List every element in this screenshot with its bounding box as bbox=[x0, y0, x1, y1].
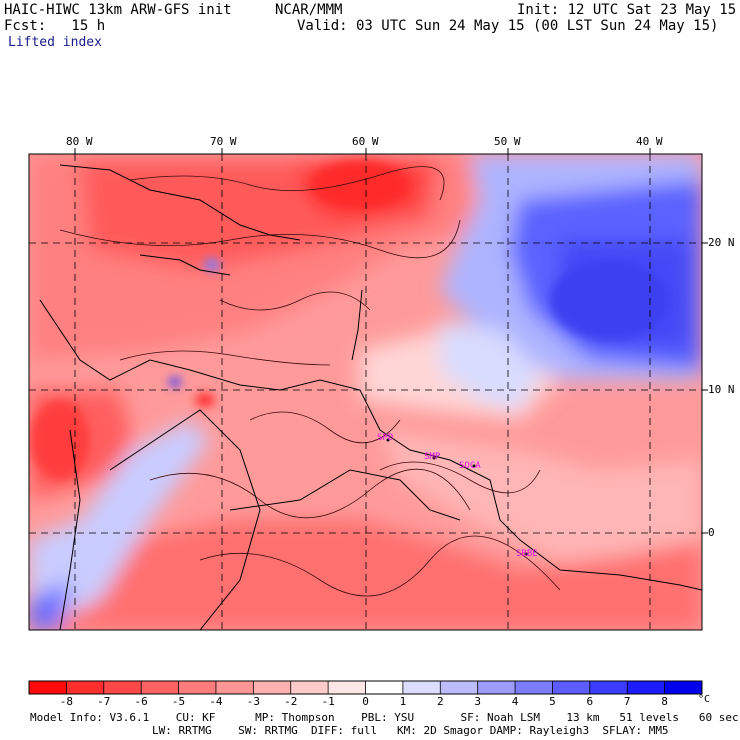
colorbar-swatch bbox=[290, 681, 329, 694]
colorbar-swatch bbox=[253, 681, 292, 694]
station-label-spd: SPD bbox=[377, 433, 394, 443]
colorbar-tick-label: -2 bbox=[284, 695, 297, 708]
colorbar-tick-label: 6 bbox=[587, 695, 594, 708]
forecast-hour: Fcst: 15 h bbox=[4, 18, 106, 34]
station-label-smp: SMP bbox=[424, 452, 441, 462]
contour-lines bbox=[59, 166, 561, 597]
colorbar-tick-label: 2 bbox=[437, 695, 444, 708]
colorbar-tick-label: 1 bbox=[400, 695, 407, 708]
colorbar-swatch bbox=[440, 681, 479, 694]
colorbar-swatch bbox=[29, 681, 67, 694]
colorbar: -8 -7 -6 -5 -4 -3 -2 -1 0 1 2 3 4 5 6 7 8 bbox=[28, 680, 703, 708]
colorbar-swatch bbox=[103, 681, 142, 694]
coastlines bbox=[39, 164, 702, 630]
station-markers bbox=[386, 438, 528, 556]
lat-label-20n: 20 N bbox=[708, 236, 735, 249]
colorbar-swatch bbox=[477, 681, 516, 694]
colorbar-swatch bbox=[589, 681, 628, 694]
colorbar-swatch bbox=[402, 681, 441, 694]
colorbar-swatch bbox=[664, 681, 703, 694]
lat-label-equator: 0 bbox=[708, 526, 715, 539]
valid-time: Valid: 03 UTC Sun 24 May 15 (00 LST Sun … bbox=[297, 18, 719, 34]
colorbar-tick-label: 4 bbox=[512, 695, 519, 708]
lon-label-50w: 50 W bbox=[494, 135, 521, 148]
model-title: HAIC-HIWC 13km ARW-GFS init bbox=[4, 2, 232, 18]
colorbar-swatch bbox=[178, 681, 217, 694]
lon-label-80w: 80 W bbox=[66, 135, 93, 148]
grid-lines bbox=[29, 154, 702, 630]
colorbar-swatch bbox=[552, 681, 591, 694]
colorbar-swatch bbox=[627, 681, 666, 694]
colorbar-tick-label: -5 bbox=[172, 695, 185, 708]
colorbar-tick-label: -1 bbox=[321, 695, 334, 708]
lon-label-70w: 70 W bbox=[210, 135, 237, 148]
field-name: Lifted index bbox=[8, 35, 102, 50]
station-label-sbbe: SBBE bbox=[516, 549, 538, 559]
lat-label-10n: 10 N bbox=[708, 383, 735, 396]
colorbar-tick-label: -7 bbox=[97, 695, 110, 708]
colorbar-tick-label: 8 bbox=[661, 695, 668, 708]
colorbar-swatch bbox=[365, 681, 404, 694]
lon-label-40w: 40 W bbox=[636, 135, 663, 148]
colorbar-tick-label: -6 bbox=[135, 695, 148, 708]
colorbar-tick-label: 0 bbox=[362, 695, 369, 708]
colorbar-tick-label: 5 bbox=[549, 695, 556, 708]
lon-label-60w: 60 W bbox=[352, 135, 379, 148]
colorbar-swatch bbox=[328, 681, 366, 694]
colorbar-tick-label: -4 bbox=[209, 695, 223, 708]
colorbar-swatch bbox=[66, 681, 105, 694]
colorbar-tick-label: 3 bbox=[474, 695, 481, 708]
org-label: NCAR/MMM bbox=[275, 2, 343, 18]
colorbar-swatch bbox=[515, 681, 553, 694]
station-label-soca: SOCA bbox=[459, 461, 481, 471]
init-time: Init: 12 UTC Sat 23 May 15 bbox=[517, 2, 737, 18]
colorbar-swatch bbox=[215, 681, 254, 694]
colorbar-tick-label: -8 bbox=[60, 695, 73, 708]
colorbar-tick-label: -3 bbox=[247, 695, 260, 708]
tick-marks bbox=[74, 148, 708, 534]
colorbar-tick-label: 7 bbox=[624, 695, 631, 708]
model-info-line-2: LW: RRTMG SW: RRTMG DIFF: full KM: 2D Sm… bbox=[152, 724, 669, 737]
model-info-line-1: Model Info: V3.6.1 CU: KF MP: Thompson P… bbox=[30, 711, 739, 724]
colorbar-unit: °C bbox=[698, 694, 711, 705]
colorbar-swatch bbox=[141, 681, 180, 694]
